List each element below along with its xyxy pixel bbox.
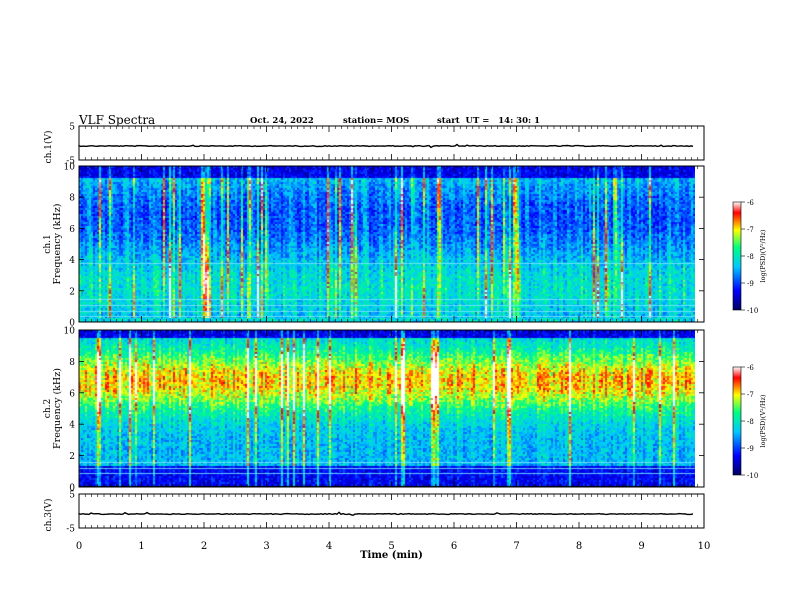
y-tick-label-ch.1(V): -5: [66, 157, 75, 167]
y-tick-label-ch.2: 0: [69, 484, 75, 494]
y-axis-label-frequency: Frequency (kHz): [52, 368, 63, 449]
colorbar-tick-label: -8: [747, 253, 754, 261]
waveform-trace-ch.3(V): [78, 511, 694, 517]
y-tick-label-ch.1: 6: [69, 225, 75, 235]
y-tick-label-ch.1(V): 5: [69, 123, 75, 133]
x-tick-label: 5: [388, 541, 394, 552]
y-tick-label-ch.2: 2: [69, 452, 75, 462]
x-tick-label: 8: [576, 541, 582, 552]
y-tick-label-ch.1: 8: [69, 194, 75, 204]
panel-frame-ch.3(V): [78, 493, 705, 529]
panel-frame-ch.2: [78, 329, 705, 488]
y-tick-label-ch.2: 10: [64, 327, 76, 337]
chart-title: VLF Spectra: [79, 113, 156, 127]
y-tick-label-ch.2: 4: [69, 421, 75, 431]
y-tick-label-ch.1: 10: [64, 163, 76, 173]
colorbar-tick-label: -7: [747, 391, 754, 399]
colorbar-2: [732, 366, 742, 476]
y-axis-label-channel: ch.2: [43, 399, 53, 418]
x-tick-label: 0: [76, 541, 82, 552]
y-tick-label-ch.2: 8: [69, 358, 75, 368]
y-axis-label-ch.1(V): ch.1(V): [43, 131, 54, 164]
panel-frame-ch.1(V): [78, 125, 705, 161]
y-tick-label-ch.2: 6: [69, 389, 75, 399]
y-axis-label-channel: ch.1: [43, 234, 53, 253]
x-tick-label: 3: [263, 541, 269, 552]
x-tick-label: 2: [201, 541, 207, 552]
colorbar-tick-label: -8: [747, 418, 754, 426]
date-label: Oct. 24, 2022: [250, 116, 314, 126]
station-label: station= MOS: [343, 116, 410, 126]
y-tick-label-ch.1: 0: [69, 319, 75, 329]
x-tick-label: 6: [451, 541, 457, 552]
colorbar-tick-label: -9: [747, 280, 754, 288]
colorbar-tick-label: -6: [747, 199, 754, 207]
colorbar-tick-label: -7: [747, 226, 754, 234]
x-tick-label: 1: [138, 541, 144, 552]
panel-frame-ch.1: [78, 165, 705, 323]
colorbar-1: [732, 201, 742, 311]
x-tick-label: 4: [326, 541, 332, 552]
colorbar-tick-label: -6: [747, 364, 754, 372]
spectrogram-image-ch.2: [79, 330, 695, 487]
x-axis-label: Time (min): [360, 550, 423, 561]
y-tick-label-ch.1: 4: [69, 256, 75, 266]
colorbar-label: log(PSD)(V²/Hz): [759, 229, 767, 282]
y-tick-label-ch.1: 2: [69, 287, 75, 297]
waveform-trace-ch.1(V): [78, 143, 694, 149]
colorbar-tick-label: -9: [747, 445, 754, 453]
y-tick-label-ch.3(V): 5: [69, 491, 75, 501]
start-time-label: start UT = 14: 30: 1: [437, 116, 541, 126]
y-axis-label-ch.3(V): ch.3(V): [43, 499, 54, 532]
y-axis-label-frequency: Frequency (kHz): [52, 204, 63, 285]
y-tick-label-ch.3(V): -5: [66, 525, 75, 535]
colorbar-tick-label: -10: [747, 472, 758, 480]
colorbar-label: log(PSD)(V²/Hz): [759, 394, 767, 447]
colorbar-tick-label: -10: [747, 307, 758, 315]
x-tick-label: 7: [513, 541, 519, 552]
x-tick-label: 10: [698, 541, 711, 552]
x-tick-label: 9: [638, 541, 644, 552]
spectrogram-image-ch.1: [79, 166, 695, 322]
